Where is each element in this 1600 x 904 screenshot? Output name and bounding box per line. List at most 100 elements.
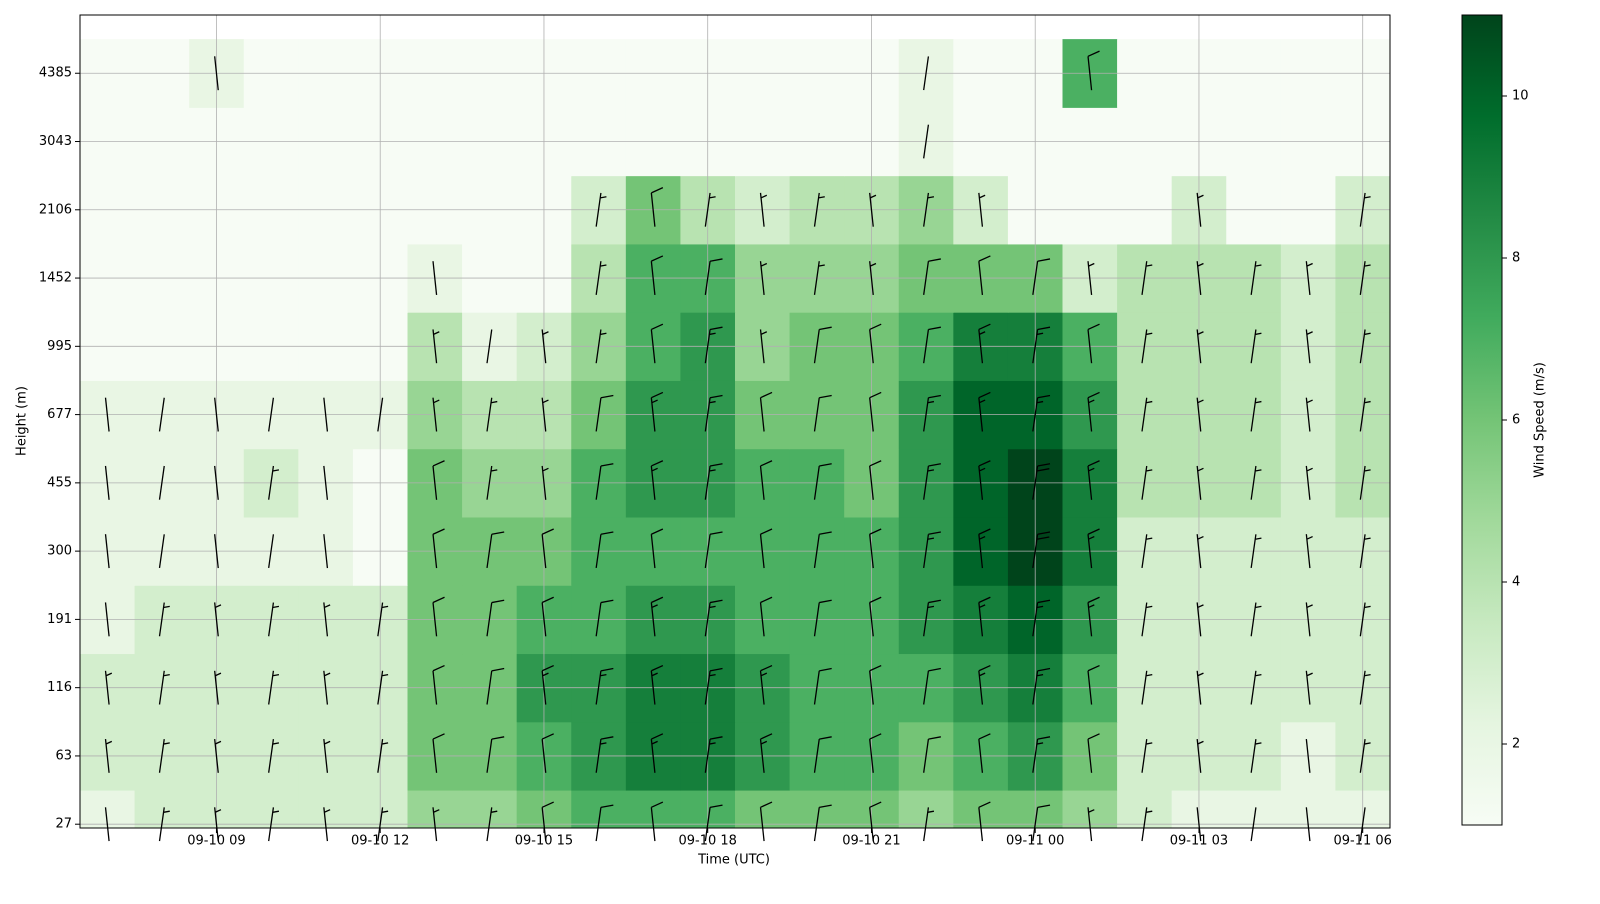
wind-barb — [432, 329, 440, 364]
wind-barb — [869, 664, 882, 705]
colorbar-tick-label: 6 — [1512, 413, 1520, 428]
wind-barb — [1141, 397, 1153, 432]
wind-barb — [486, 465, 498, 500]
wind-barb — [923, 192, 935, 227]
y-tick-label: 63 — [55, 748, 72, 763]
wind-barb — [158, 397, 165, 432]
wind-barb — [1141, 807, 1153, 842]
wind-barb — [869, 596, 882, 637]
wind-barb — [1359, 739, 1371, 773]
wind-barb — [759, 596, 773, 637]
x-tick-label: 09-10 09 — [187, 834, 245, 849]
wind-barb — [1359, 602, 1371, 637]
wind-barb — [978, 460, 991, 500]
wind-barb — [595, 667, 614, 705]
wind-barb — [1032, 531, 1051, 569]
wind-barb — [759, 664, 773, 705]
wind-barb — [978, 664, 991, 705]
wind-barb — [104, 602, 110, 637]
wind-barb — [377, 807, 389, 842]
colorbar-tick-label: 4 — [1512, 575, 1520, 590]
wind-barb — [978, 391, 991, 432]
wind-barb — [978, 255, 991, 296]
wind-barb — [432, 460, 445, 500]
wind-barb — [1196, 261, 1204, 296]
wind-barb — [214, 465, 219, 500]
wind-barb — [1032, 326, 1051, 364]
wind-barb — [1305, 397, 1313, 432]
wind-barb — [1250, 739, 1262, 773]
wind-barb — [759, 391, 773, 432]
wind-barb — [214, 807, 222, 842]
wind-barb — [759, 733, 773, 773]
wind-barb — [1305, 807, 1311, 842]
y-tick-label: 3043 — [39, 134, 72, 149]
y-tick-label: 2106 — [39, 202, 72, 217]
wind-barb — [595, 531, 614, 569]
y-axis-label: Height (m) — [15, 386, 30, 456]
wind-barb — [923, 258, 941, 295]
y-tick-label: 27 — [55, 817, 72, 832]
wind-barb — [869, 261, 877, 296]
wind-barb — [1196, 807, 1202, 842]
wind-barb — [923, 599, 941, 637]
y-tick-label: 677 — [47, 407, 72, 422]
wind-barb — [813, 463, 832, 500]
wind-barb — [104, 670, 113, 705]
wind-barb — [923, 394, 941, 432]
wind-barb — [1032, 667, 1051, 705]
overlay — [75, 15, 1390, 842]
wind-barb — [595, 463, 614, 500]
wind-barb — [432, 596, 445, 637]
wind-barb — [1196, 534, 1204, 569]
wind-barb — [1305, 738, 1311, 773]
wind-barb — [978, 733, 991, 773]
wind-barb — [1250, 534, 1262, 569]
wind-barb — [1196, 329, 1204, 364]
wind-barb — [1359, 261, 1371, 295]
wind-barb — [923, 736, 941, 773]
wind-barb — [923, 667, 941, 705]
wind-barb — [595, 192, 607, 227]
wind-barb — [1196, 397, 1204, 432]
wind-barb — [923, 56, 930, 91]
wind-barb — [1250, 670, 1262, 705]
wind-barb — [158, 602, 170, 637]
wind-barb — [869, 801, 882, 842]
wind-barb — [486, 397, 498, 432]
wind-barb — [869, 323, 882, 364]
wind-barb — [268, 397, 275, 432]
x-tick-label: 09-11 00 — [1006, 834, 1064, 849]
wind-barb — [704, 599, 723, 637]
wind-barb — [869, 391, 882, 432]
wind-barb — [1305, 534, 1313, 569]
wind-barb — [869, 460, 882, 500]
wind-barb — [1359, 192, 1371, 227]
y-tick-label: 1452 — [39, 271, 72, 286]
wind-barb — [1032, 258, 1051, 295]
wind-barb — [704, 736, 723, 773]
wind-barb — [813, 192, 825, 227]
wind-barb — [541, 528, 554, 569]
wind-barb — [214, 602, 222, 637]
wind-barb — [1141, 534, 1153, 569]
wind-barb — [595, 599, 614, 637]
wind-barb — [377, 670, 389, 705]
wind-barb — [704, 192, 716, 227]
wind-barb — [104, 534, 110, 569]
wind-barb — [323, 465, 329, 500]
x-tick-label: 09-10 18 — [678, 834, 736, 849]
wind-barb — [978, 323, 991, 364]
wind-barb — [214, 534, 219, 569]
wind-barb — [1087, 664, 1100, 705]
y-tick-label: 4385 — [39, 66, 72, 81]
wind-barb — [650, 255, 664, 296]
wind-barb — [759, 528, 773, 569]
wind-barb — [268, 465, 280, 500]
wind-barb — [1141, 602, 1153, 637]
wind-barb — [214, 56, 219, 91]
wind-barb — [650, 323, 664, 364]
wind-barb — [813, 804, 832, 842]
wind-barb — [759, 460, 773, 500]
wind-barb — [1250, 807, 1257, 842]
